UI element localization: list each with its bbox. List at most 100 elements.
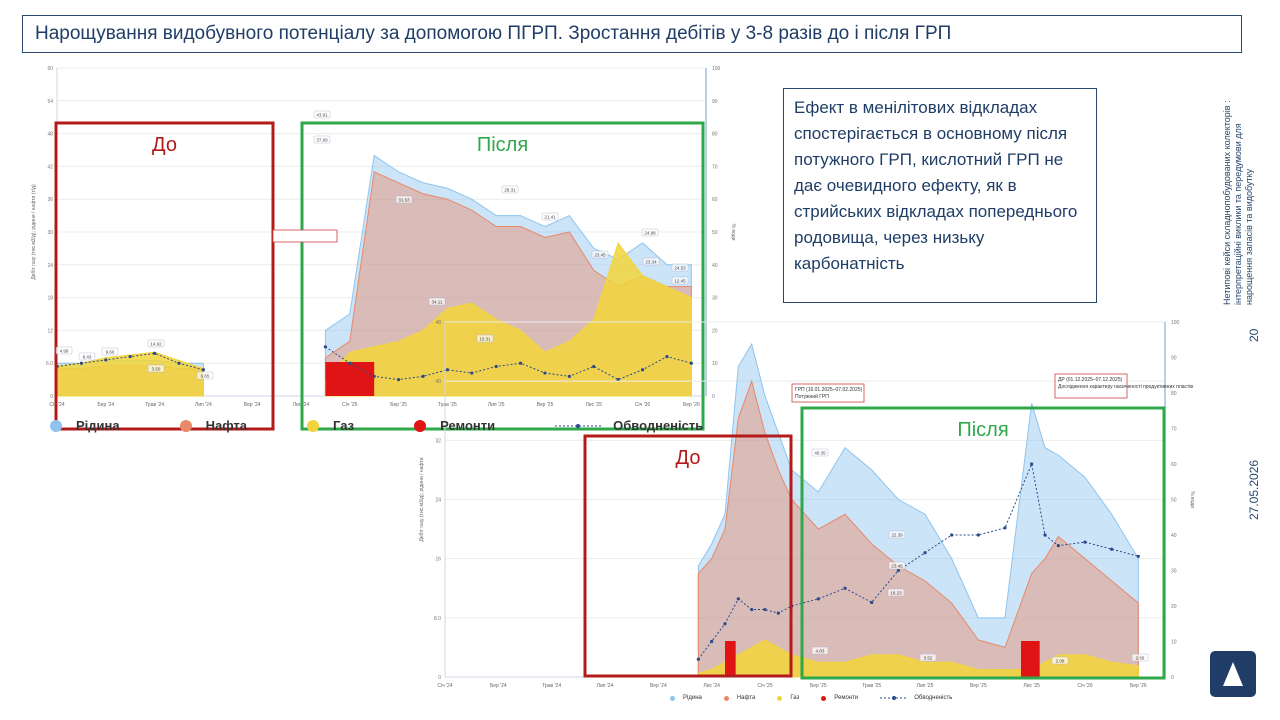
legend-dot-icon [50,419,62,432]
x-tick-label: Січ '24 [437,683,452,689]
point-label-box [888,530,906,539]
point-label: 28.31 [504,188,516,193]
water-cut-point [372,374,376,378]
water-cut-point [470,371,474,375]
y2-tick-label: 20 [1171,604,1177,610]
water-cut-point [710,639,714,644]
point-label: 31.63 [398,198,410,203]
point-label: 22.39 [891,533,903,538]
point-label: 23.48 [891,564,903,569]
legend-dot-icon [777,695,783,701]
legend-item: Газ [307,418,354,433]
water-cut-point [1056,544,1060,548]
legend-top: Рідина Нафта Газ Ремонти Обводненість [50,418,703,433]
legend-bottom: Рідина Нафта Газ Ремонти Обводненість [670,694,974,702]
repair-bar [325,362,375,396]
point-label: 12.45 [674,279,686,284]
y2-tick-label: 80 [1171,391,1177,397]
y-axis-label: Дебіт газу (тис.м3/д); рідини / нафти (т… [31,184,37,280]
water-cut-point [763,607,767,612]
x-tick-label: Лип '25 [917,683,934,689]
water-cut-point [494,364,498,369]
repair-bar [725,641,736,677]
y2-tick-label: 40 [712,263,718,269]
x-tick-label: Лис '25 [1023,683,1040,689]
legend-item: Рідина [50,418,120,433]
annotation-text: Дослідження характеру насиченості продук… [1058,384,1193,390]
x-tick-label: Бер '25 [810,683,827,689]
company-logo [1210,651,1256,697]
legend-item: Обводненість [555,418,703,433]
x-tick-label: Лис '24 [703,683,720,689]
point-label: 14.92 [150,342,162,347]
point-label-box [671,276,689,285]
legend-label: Газ [790,695,800,701]
point-label: 43.91 [316,113,328,118]
x-tick-label: Лип '24 [597,683,614,689]
y-tick-label: 12 [47,328,53,334]
point-label-box [642,257,660,266]
legend-label: Обводненість [613,418,704,433]
x-tick-label: Вер '25 [537,402,554,408]
x-tick-label: Січ '25 [342,402,357,408]
x-tick-label: Лис '25 [586,402,603,408]
water-cut-point [567,374,571,378]
legend-item: Газ [777,695,799,701]
after-box [800,406,1166,680]
point-label-box [671,263,689,272]
x-tick-label: Вер '24 [650,683,667,689]
point-label: 3.50 [152,367,161,372]
point-label-box [55,346,73,355]
point-label-box [147,364,165,373]
page-title: Нарощування видобувного потенціалу за до… [22,15,1242,53]
water-cut-point [776,611,780,615]
legend-dot-icon [414,419,427,432]
point-label: 2.08 [1056,659,1065,664]
y-tick-label: 36 [47,197,53,203]
water-cut-point [896,568,900,573]
water-cut-point [1083,540,1087,544]
y2-tick-label: 30 [712,296,718,302]
after-label: Після [477,134,528,156]
point-label: 21.41 [544,215,556,220]
x-tick-label: Трав '24 [542,683,561,689]
y-tick-label: 6.0 [46,361,53,367]
point-label: 10.31 [479,337,491,342]
point-label-box [641,228,659,237]
legend-item: Ремонти [414,418,495,433]
point-label: 18.23 [890,591,902,596]
point-label: 40.35 [814,451,826,456]
point-label-box [147,339,165,348]
y2-tick-label: 30 [1171,569,1177,575]
water-cut-point [1030,462,1034,466]
x-tick-label: Січ '26 [1077,683,1092,689]
legend-dot-icon [307,419,320,432]
x-tick-label: Трав '24 [145,402,164,408]
chart-bottom: 08.016243240480102030405060708090100Січ … [419,320,1195,689]
water-cut-point [421,374,425,378]
gas-area [324,241,692,397]
legend-dot-icon [179,419,192,432]
water-cut-point [79,361,83,365]
y2-tick-label: 50 [1171,498,1177,504]
annotation-box [1054,373,1128,399]
point-label: 37.69 [316,138,328,143]
y2-tick-label: 60 [712,197,718,203]
point-label: 3.52 [924,656,933,661]
water-cut-point [843,586,847,590]
repair-bar [1021,641,1040,677]
y-tick-label: 16 [435,557,441,563]
point-label: 24.98 [644,231,656,236]
point-label-box [395,195,413,204]
y-tick-label: 48 [47,132,53,138]
water-cut-line [697,462,1139,660]
x-tick-label: Трав '25 [862,683,881,689]
y-tick-label: 0 [438,675,441,681]
water-cut-point [689,361,693,365]
point-label: 4.99 [60,349,69,354]
point-label-box [887,588,905,597]
water-cut-point [323,345,327,349]
legend-label: Ремонти [440,418,496,433]
legend-label: Газ [333,418,355,433]
water-cut-point [1003,526,1007,530]
